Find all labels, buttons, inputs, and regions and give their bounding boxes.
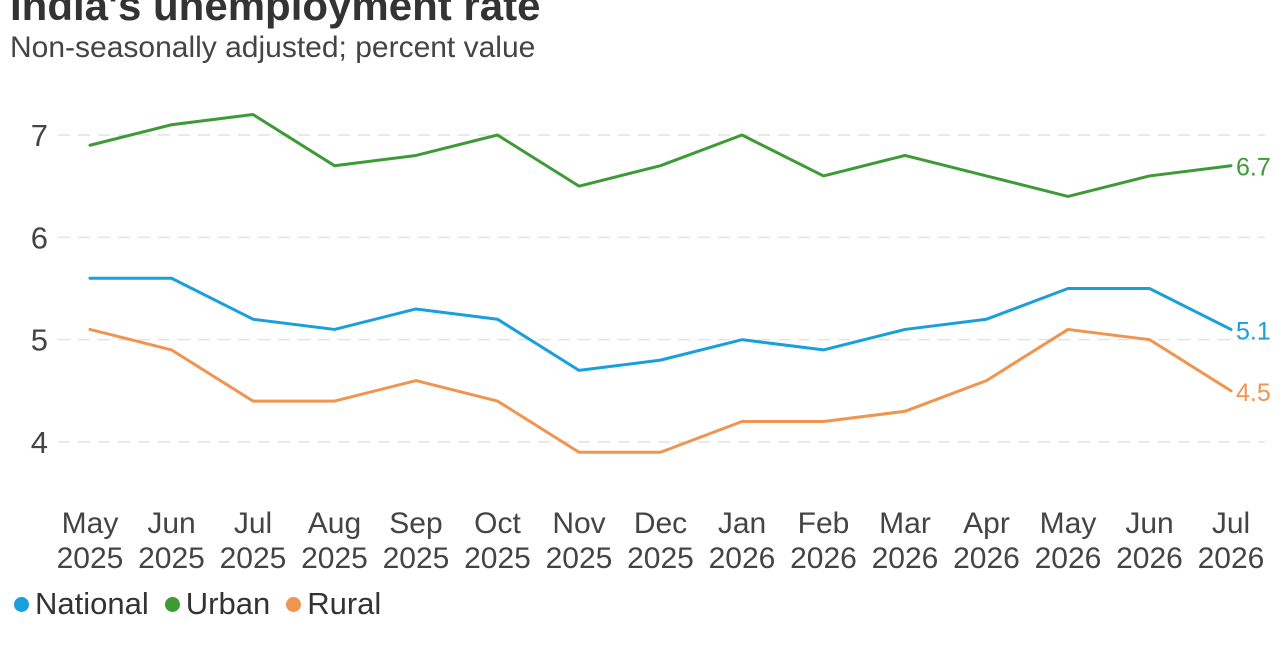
x-tick-label-month: May <box>62 507 119 540</box>
x-tick-label-year: 2026 <box>1198 542 1265 575</box>
series-line-urban <box>88 113 1233 198</box>
x-tick-label-year: 2025 <box>464 542 531 575</box>
legend-label-rural: Rural <box>307 586 382 621</box>
x-tick-label-month: Oct <box>474 507 521 540</box>
legend-swatch-rural <box>286 596 302 612</box>
x-tick-label-year: 2026 <box>1035 542 1102 575</box>
x-tick-label-year: 2025 <box>627 542 694 575</box>
x-tick-label-year: 2026 <box>953 542 1020 575</box>
x-tick-label-month: Mar <box>879 507 931 540</box>
series-line-rural <box>88 327 1233 454</box>
x-tick-label-month: Sep <box>389 507 442 540</box>
chart-title: India's unemployment rate <box>10 0 541 29</box>
end-label-national: 5.1 <box>1236 317 1271 345</box>
y-tick-label: 7 <box>31 118 48 153</box>
legend-item-national: National <box>14 586 149 622</box>
x-tick-label-month: Feb <box>798 507 850 540</box>
x-tick-label-year: 2025 <box>546 542 613 575</box>
legend-item-rural: Rural <box>286 586 381 622</box>
end-label-rural: 4.5 <box>1236 379 1271 407</box>
x-tick-label-month: May <box>1040 507 1097 540</box>
x-tick-label-year: 2025 <box>57 542 124 575</box>
x-tick-label-year: 2025 <box>383 542 450 575</box>
legend-swatch-urban <box>164 596 180 612</box>
y-tick-label: 4 <box>31 425 48 460</box>
legend-label-national: National <box>35 586 149 621</box>
x-tick-label-year: 2026 <box>790 542 857 575</box>
legend-swatch-national <box>14 596 29 612</box>
end-label-urban: 6.7 <box>1236 154 1271 182</box>
x-tick-label-year: 2026 <box>709 542 776 575</box>
x-tick-label-month: Jun <box>147 507 195 540</box>
x-tick-label-month: Jan <box>718 507 766 540</box>
series-line-national <box>88 276 1233 372</box>
x-tick-label-month: Aug <box>308 507 361 540</box>
legend-label-urban: Urban <box>185 586 271 621</box>
legend-item-urban: Urban <box>164 586 271 622</box>
x-tick-label-month: Nov <box>552 507 605 540</box>
x-tick-label-month: Jul <box>1212 507 1250 540</box>
x-tick-label-month: Apr <box>963 507 1010 540</box>
x-tick-label-year: 2025 <box>220 542 287 575</box>
x-tick-label-month: Jun <box>1125 507 1173 540</box>
x-tick-label-year: 2025 <box>138 542 205 575</box>
chart-subtitle: Non-seasonally adjusted; percent value <box>10 31 536 64</box>
legend: National Urban Rural <box>14 586 397 622</box>
x-tick-label-year: 2025 <box>301 542 368 575</box>
x-tick-label-year: 2026 <box>1116 542 1183 575</box>
y-tick-label: 6 <box>31 220 48 255</box>
y-tick-label: 5 <box>31 323 48 358</box>
x-tick-label-month: Dec <box>634 507 687 540</box>
x-tick-label-year: 2026 <box>872 542 939 575</box>
x-tick-label-month: Jul <box>234 507 272 540</box>
